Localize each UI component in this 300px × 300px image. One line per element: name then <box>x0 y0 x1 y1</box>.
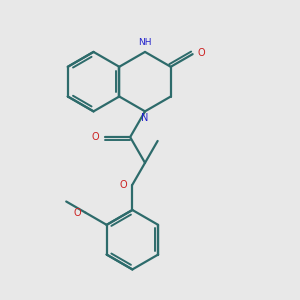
Text: O: O <box>92 132 100 142</box>
Text: O: O <box>120 180 127 190</box>
Text: NH: NH <box>138 38 152 46</box>
Text: N: N <box>141 113 149 123</box>
Text: O: O <box>198 48 206 58</box>
Text: O: O <box>74 208 81 218</box>
